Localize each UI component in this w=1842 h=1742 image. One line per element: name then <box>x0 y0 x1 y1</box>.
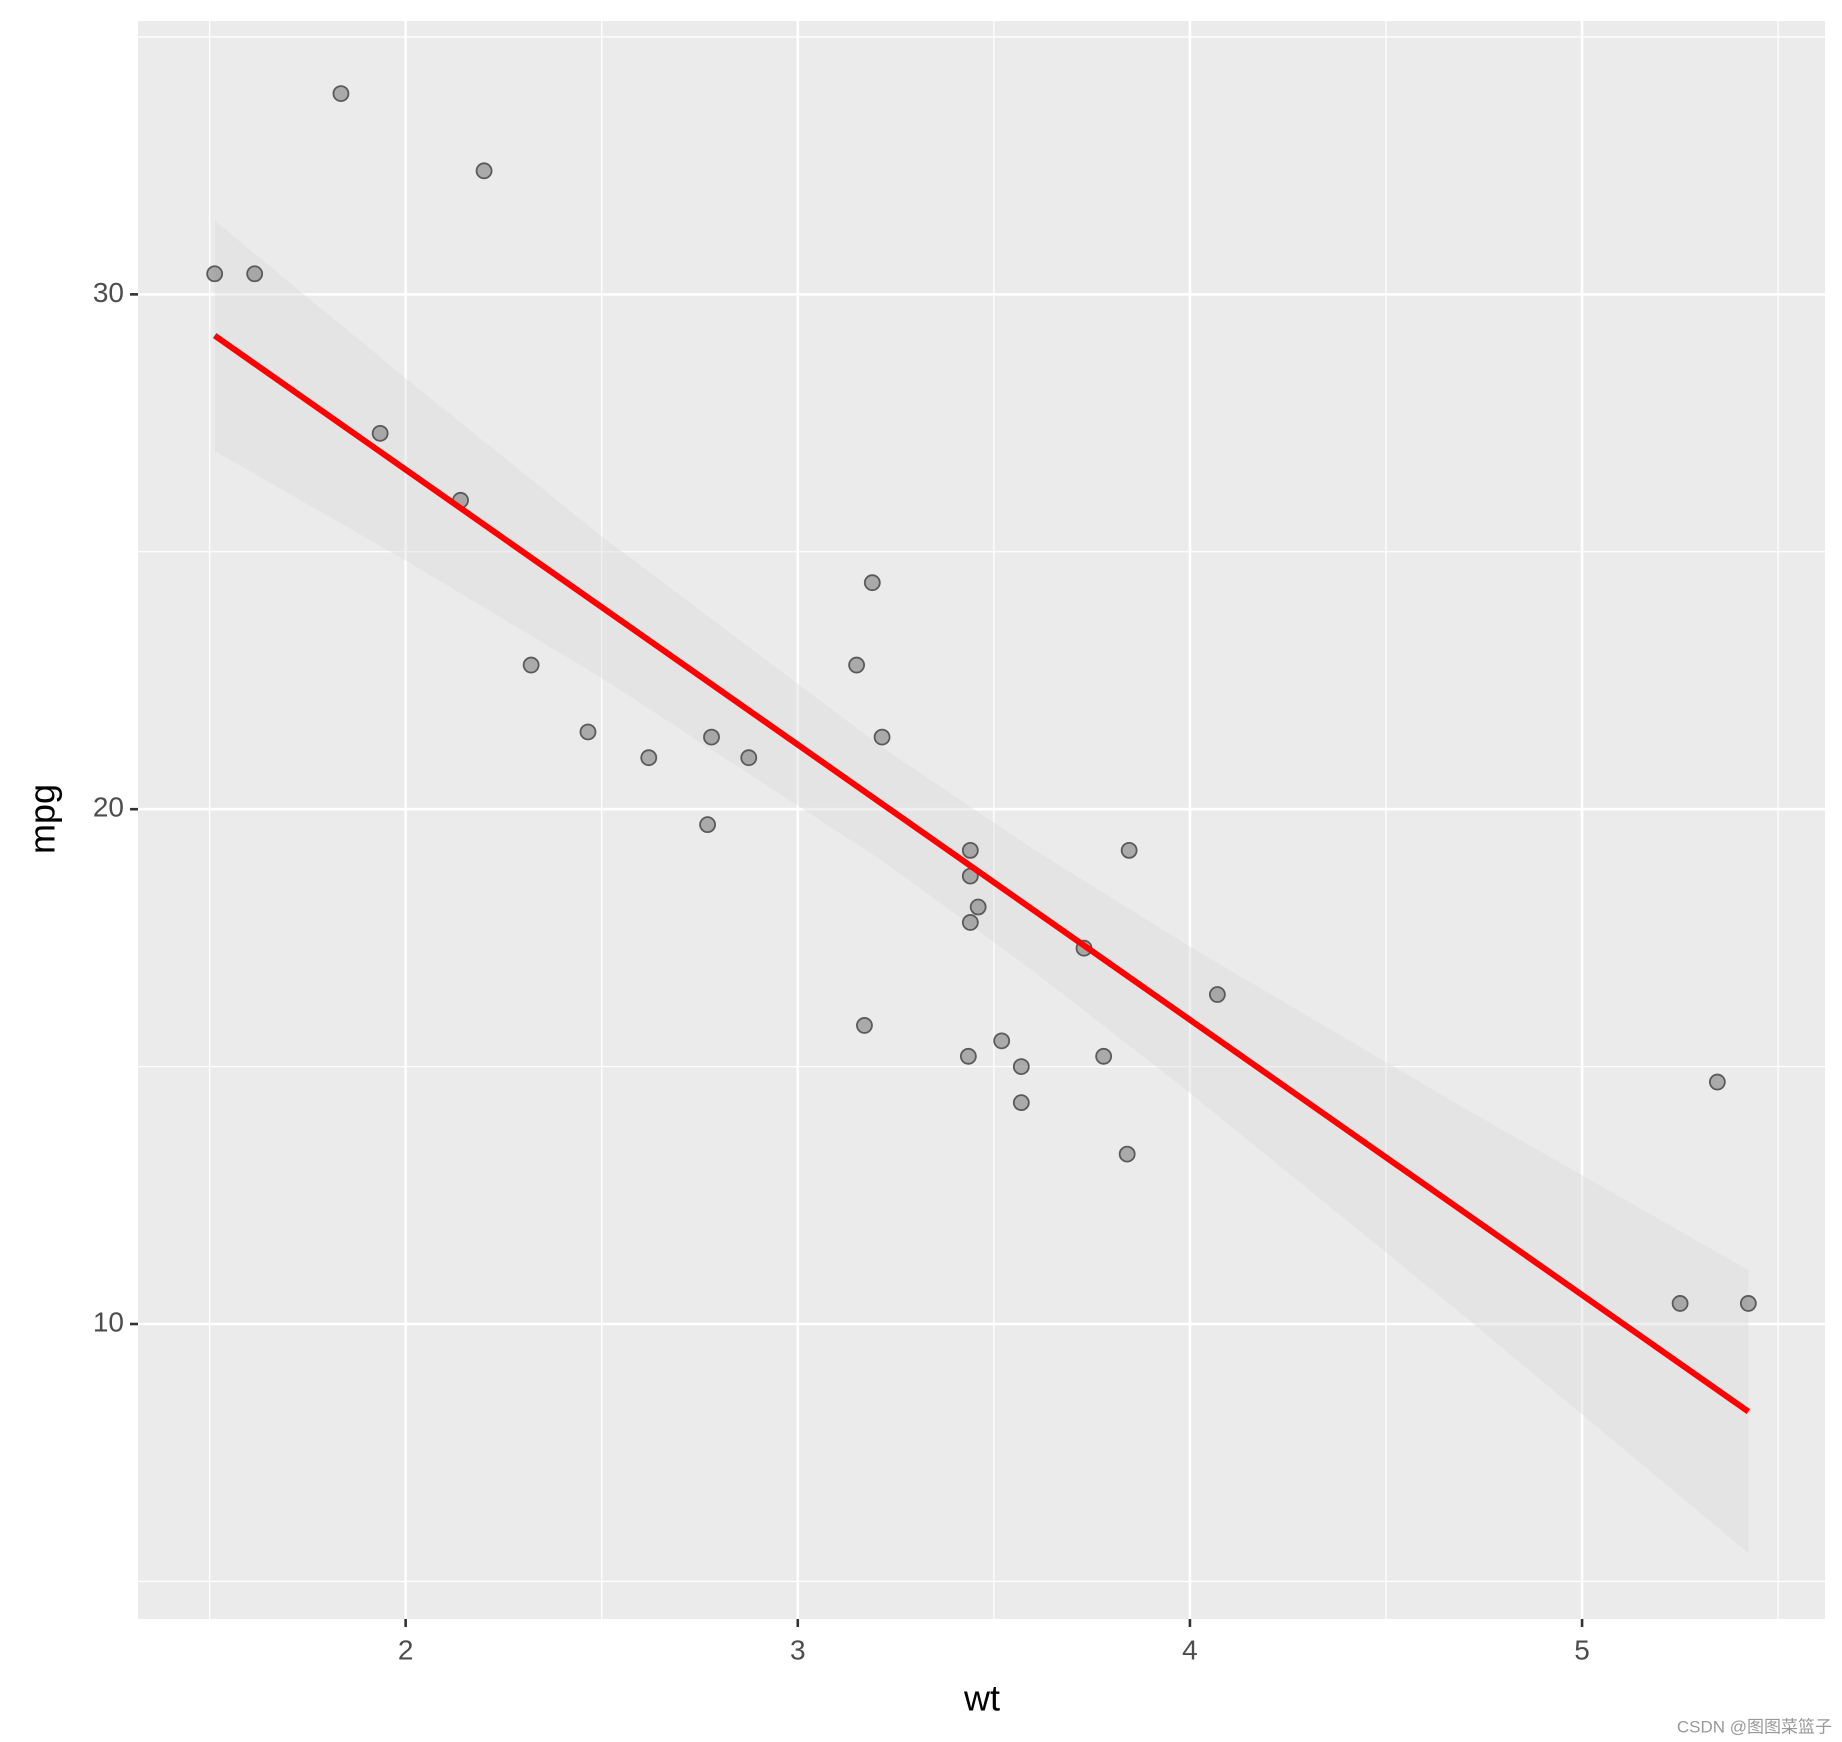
point <box>961 914 979 931</box>
x-tick-label: 2 <box>398 1634 414 1665</box>
point <box>1208 986 1226 1003</box>
point <box>1095 1047 1113 1065</box>
point <box>1012 1058 1030 1075</box>
x-axis-title: wt <box>963 1678 1000 1719</box>
fit-line <box>212 333 1751 1415</box>
point <box>703 728 720 746</box>
y-tick-label: 10 <box>93 1306 124 1337</box>
point <box>1671 1295 1689 1312</box>
point <box>961 841 979 859</box>
panel <box>138 21 1825 1619</box>
point <box>1118 1145 1136 1163</box>
x-tick-label: 5 <box>1574 1634 1590 1665</box>
point <box>1708 1073 1726 1091</box>
point <box>856 1017 873 1034</box>
watermark: CSDN @图图菜篮子 <box>1677 1717 1832 1736</box>
confidence-band <box>214 220 1749 1554</box>
point <box>640 749 658 767</box>
y-axis-title: mpg <box>22 784 63 854</box>
y-tick-label: 30 <box>93 277 124 308</box>
point <box>740 749 758 767</box>
point <box>993 1032 1011 1050</box>
point <box>1120 841 1138 859</box>
point <box>873 728 891 746</box>
x-tick-label: 4 <box>1182 1634 1198 1665</box>
y-tick-label: 20 <box>93 792 124 823</box>
point <box>206 265 224 283</box>
point <box>522 656 540 674</box>
point <box>1012 1094 1030 1112</box>
point <box>959 1047 977 1065</box>
point <box>699 816 716 834</box>
point <box>475 162 493 180</box>
point <box>579 723 597 741</box>
point <box>332 85 350 102</box>
point <box>863 574 881 592</box>
point <box>246 265 264 283</box>
point <box>371 424 389 442</box>
point <box>1739 1295 1757 1312</box>
x-tick-label: 3 <box>790 1634 806 1665</box>
point <box>969 898 987 916</box>
point <box>848 656 866 674</box>
